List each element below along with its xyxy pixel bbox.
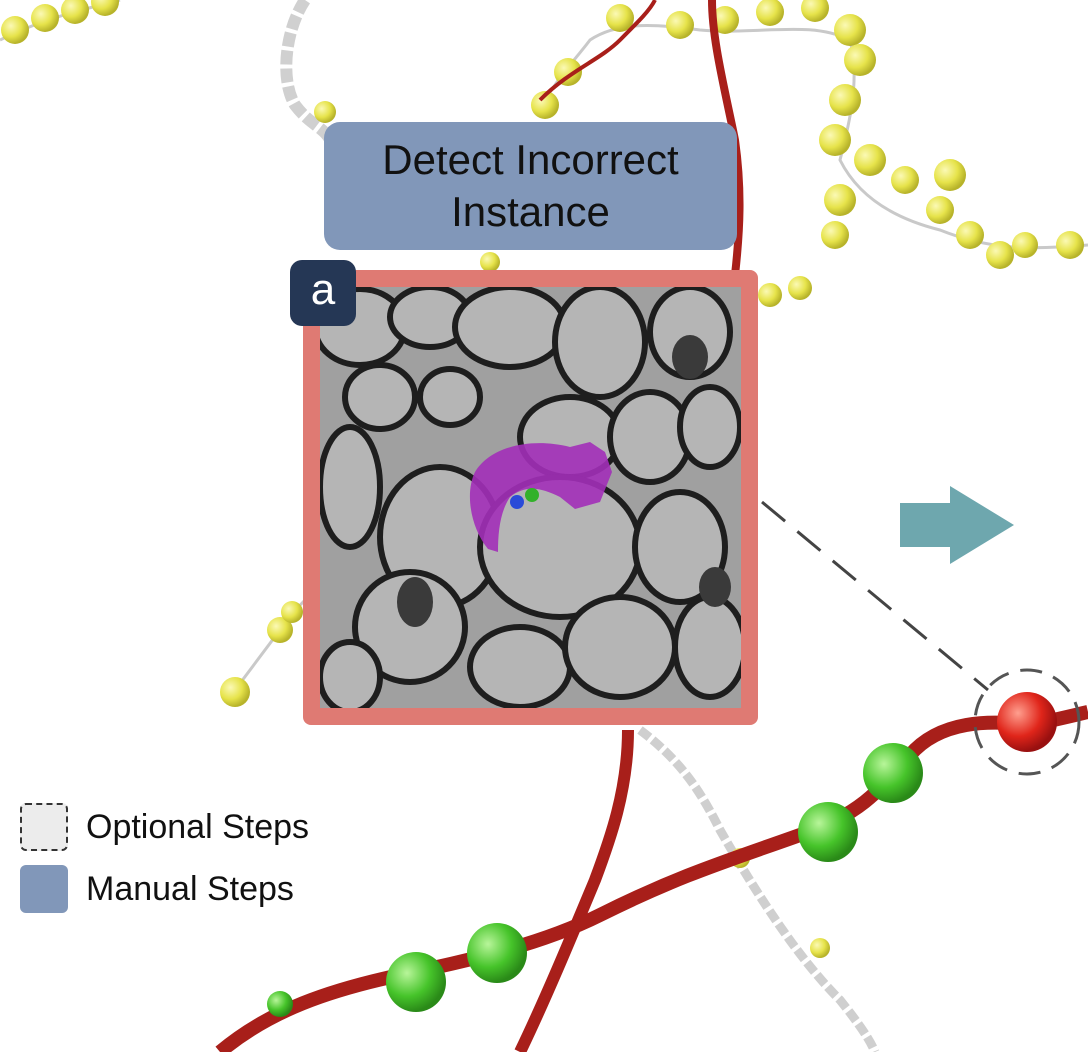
yellow-node <box>891 166 919 194</box>
yellow-node <box>834 14 866 46</box>
yellow-node <box>824 184 856 216</box>
red-skeleton-strand <box>514 729 634 1052</box>
green-node <box>467 923 527 983</box>
yellow-node <box>758 283 782 307</box>
yellow-node <box>788 276 812 300</box>
yellow-node <box>314 101 336 123</box>
legend: Optional Steps Manual Steps <box>20 802 309 926</box>
dashed-circle-target-icon <box>973 668 1081 776</box>
optional-steps-swatch <box>20 803 68 851</box>
green-seed-point <box>525 488 539 502</box>
em-panel-frame <box>303 270 758 725</box>
red-node <box>997 692 1057 752</box>
detect-incorrect-instance-step: Detect Incorrect Instance <box>324 122 737 250</box>
legend-item-optional: Optional Steps <box>20 802 309 852</box>
green-node <box>863 743 923 803</box>
dashed-connector <box>761 500 989 692</box>
red-skeleton-strand <box>215 705 1088 1052</box>
gray-skeleton-branch <box>280 0 336 143</box>
yellow-node <box>934 159 966 191</box>
blue-seed-point <box>510 495 524 509</box>
em-microscopy-image <box>320 287 741 708</box>
legend-item-manual: Manual Steps <box>20 864 309 914</box>
yellow-node <box>1056 231 1084 259</box>
segmented-instance <box>469 442 612 552</box>
yellow-node <box>711 6 739 34</box>
legend-label-manual: Manual Steps <box>86 869 294 908</box>
yellow-node <box>61 0 89 24</box>
red-skeleton-strand <box>538 0 657 102</box>
yellow-node <box>666 11 694 39</box>
yellow-node <box>220 677 250 707</box>
step-label-line1: Detect Incorrect <box>382 136 679 183</box>
yellow-node <box>554 58 582 86</box>
yellow-node <box>531 91 559 119</box>
yellow-node <box>756 0 784 26</box>
legend-label-optional: Optional Steps <box>86 807 310 846</box>
em-cell-membranes <box>320 287 741 708</box>
arrow-right-icon <box>900 486 1014 564</box>
yellow-node <box>281 601 303 623</box>
yellow-node <box>267 617 293 643</box>
yellow-node <box>821 221 849 249</box>
yellow-node <box>480 252 500 272</box>
green-node <box>267 991 293 1017</box>
yellow-node <box>606 4 634 32</box>
yellow-node <box>91 0 119 16</box>
yellow-node <box>1 16 29 44</box>
yellow-node <box>854 144 886 176</box>
green-node <box>386 952 446 1012</box>
yellow-node <box>1012 232 1038 258</box>
yellow-node <box>829 84 861 116</box>
gray-skeleton-branch <box>637 726 880 1052</box>
yellow-node <box>31 4 59 32</box>
yellow-node <box>956 221 984 249</box>
step-label-line2: Instance <box>451 188 610 235</box>
yellow-node <box>926 196 954 224</box>
yellow-node <box>986 241 1014 269</box>
yellow-node <box>844 44 876 76</box>
panel-label-badge: a <box>290 260 356 326</box>
yellow-node <box>819 124 851 156</box>
manual-steps-swatch <box>20 865 68 913</box>
yellow-node <box>810 938 830 958</box>
yellow-node <box>801 0 829 22</box>
green-node <box>798 802 858 862</box>
